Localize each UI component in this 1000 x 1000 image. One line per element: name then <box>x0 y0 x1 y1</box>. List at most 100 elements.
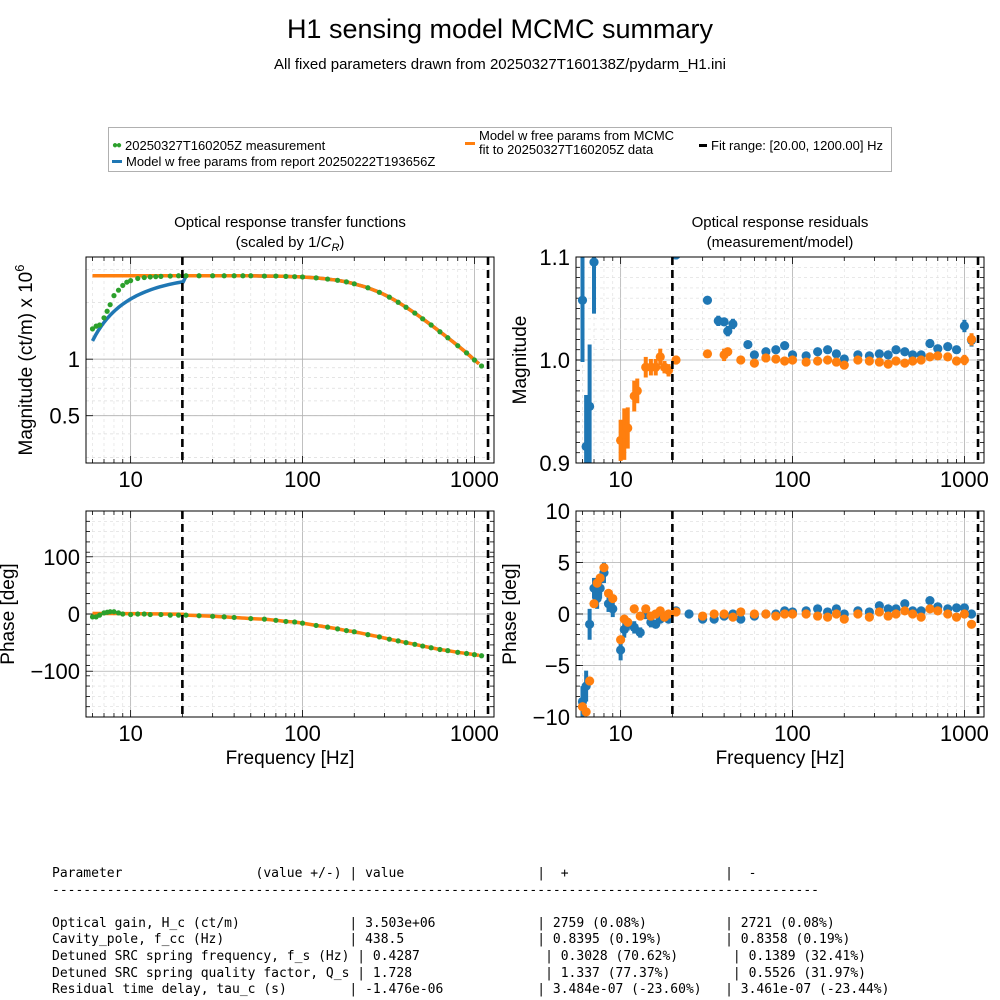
data-point-measurement <box>437 646 443 653</box>
data-point-measurement <box>183 273 189 279</box>
data-point-report <box>702 295 713 305</box>
data-point-measurement <box>273 273 279 279</box>
x-tick-label: 100 <box>284 721 321 746</box>
x-tick-label: 1000 <box>940 467 989 492</box>
data-point-mcmc <box>723 347 733 357</box>
data-point-mcmc <box>635 611 645 621</box>
legend-label-mcmc-line2: fit to 20250327T160205Z data <box>479 142 654 157</box>
data-point-mcmc <box>916 612 926 622</box>
data-point-mcmc <box>749 609 759 619</box>
figure-subtitle: All fixed parameters drawn from 20250327… <box>274 56 726 73</box>
x-tick-label: 10 <box>608 467 632 492</box>
x-tick-label: 100 <box>284 467 321 492</box>
data-point-report <box>719 317 729 327</box>
legend-line-mcmc-model <box>465 141 475 145</box>
data-point-measurement <box>175 612 182 618</box>
table-row: Detuned SRC spring frequency, f_s (Hz) |… <box>52 948 866 964</box>
x-tick-label: 100 <box>774 467 811 492</box>
data-point-mcmc <box>966 334 977 344</box>
y-tick-label: 10 <box>546 499 570 524</box>
data-point-mcmc <box>671 355 681 365</box>
data-point-mcmc <box>831 609 842 619</box>
data-point-measurement <box>455 343 461 349</box>
data-point-measurement <box>335 277 341 283</box>
y-axis-label-exponent: 6 <box>12 265 27 272</box>
data-point-mcmc <box>874 607 884 617</box>
data-point-measurement <box>97 322 103 328</box>
data-point-measurement <box>141 274 147 281</box>
data-point-measurement <box>210 613 216 619</box>
data-point-mcmc <box>655 352 665 362</box>
plot-area <box>89 257 490 463</box>
data-point-mcmc <box>585 676 595 686</box>
data-point-measurement <box>325 276 331 282</box>
data-point-measurement <box>343 627 350 634</box>
data-point-mcmc <box>813 356 823 366</box>
data-point-measurement <box>158 273 164 279</box>
data-point-mcmc <box>761 353 771 363</box>
data-point-report <box>577 295 588 305</box>
axes-frame <box>575 510 985 718</box>
data-point-mcmc <box>925 352 935 362</box>
data-point-measurement <box>376 289 382 295</box>
data-point-measurement <box>445 648 451 654</box>
data-point-measurement <box>120 282 126 289</box>
data-point-mcmc <box>801 609 811 619</box>
data-point-mcmc <box>853 609 863 619</box>
legend-label-fit-range: Fit range: [20.00, 1200.00] Hz <box>711 138 883 153</box>
data-point-measurement <box>376 634 382 640</box>
data-point-measurement <box>412 310 418 316</box>
data-point-report <box>925 596 935 606</box>
data-point-mcmc <box>616 635 626 645</box>
data-point-mcmc <box>629 604 639 614</box>
x-tick-label: 1000 <box>450 721 499 746</box>
data-point-measurement <box>420 643 426 649</box>
data-point-measurement <box>147 274 153 280</box>
data-point-report <box>951 603 962 613</box>
data-point-report <box>780 340 790 351</box>
panel-subtitle: (measurement/model) <box>707 234 854 251</box>
figure-title: H1 sensing model MCMC summary <box>286 14 714 44</box>
legend-label-mcmc-line1: Model w free params from MCMC <box>479 128 675 143</box>
data-point-measurement <box>101 315 107 321</box>
data-point-measurement <box>386 294 392 300</box>
panel-subtitle: (scaled by 1/CR) <box>236 234 345 254</box>
data-point-measurement <box>89 326 96 332</box>
data-point-measurement <box>395 299 401 305</box>
data-point-measurement <box>261 616 267 622</box>
data-point-measurement <box>351 629 357 635</box>
data-point-mcmc <box>709 609 719 619</box>
data-point-measurement <box>183 612 189 618</box>
legend-marker-measurement: ●● <box>112 139 122 151</box>
data-point-mcmc <box>771 354 781 364</box>
y-tick-label: 1.1 <box>539 245 570 270</box>
data-point-mcmc <box>599 563 609 573</box>
data-point-mcmc <box>925 604 935 614</box>
table-row: Residual time delay, tau_c (s) | -1.476e… <box>52 982 890 998</box>
data-point-measurement <box>240 273 246 279</box>
axes-frame <box>575 256 985 464</box>
data-point-measurement <box>463 350 470 356</box>
x-tick-label: 10 <box>118 467 142 492</box>
data-point-measurement <box>104 308 110 314</box>
data-point-report <box>728 319 738 329</box>
data-point-measurement <box>261 273 267 279</box>
data-point-mcmc <box>663 365 674 375</box>
panel-residual_magnitude: 0.9 1.0 1.1 10 100 1000 Magnitude Optical respo… <box>510 214 989 492</box>
data-point-measurement <box>395 638 401 644</box>
data-point-report <box>743 339 753 350</box>
table-row: Optical gain, H_c (ct/m) | 3.503e+06 | 2… <box>52 915 835 931</box>
data-point-measurement <box>299 274 306 280</box>
data-point-mcmc <box>883 611 893 621</box>
data-point-report <box>925 338 935 349</box>
data-point-measurement <box>231 614 237 621</box>
data-point-report <box>608 604 618 614</box>
data-point-measurement <box>471 357 478 363</box>
data-point-mcmc <box>900 606 910 616</box>
data-point-measurement <box>210 273 216 279</box>
grid <box>86 257 494 463</box>
data-point-measurement <box>478 363 485 369</box>
data-point-mcmc <box>959 609 970 619</box>
data-point-mcmc <box>900 358 910 368</box>
